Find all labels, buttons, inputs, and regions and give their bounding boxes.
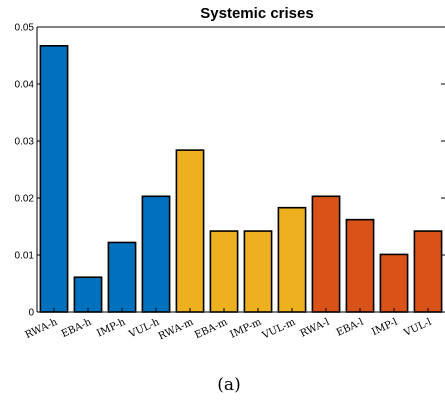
y-tick-label: 0.01 — [15, 251, 35, 262]
bar-vul-m — [277, 206, 307, 313]
y-tick-labels: 0 0.01 0.02 0.03 0.04 0.05 — [15, 23, 35, 319]
y-tick-label: 0.03 — [15, 137, 35, 148]
figure-caption: (a) — [217, 375, 240, 395]
x-tick-label-vul-h: VUL-h — [127, 317, 162, 341]
bar-eba-l — [345, 218, 375, 313]
bar-eba-h — [73, 276, 103, 313]
x-tick-label-eba-h: EBA-h — [60, 317, 94, 341]
x-tick-label-rwa-l: RWA-l — [299, 317, 332, 340]
bar-vul-h — [141, 195, 171, 313]
x-tick-label-vul-l: VUL-l — [402, 317, 434, 340]
x-tick-label-imp-m: IMP-m — [228, 317, 263, 341]
bars-layer — [39, 45, 443, 313]
y-tick-label: 0.05 — [15, 23, 35, 34]
x-tick-label-imp-h: IMP-h — [95, 317, 128, 340]
bar-rwa-m — [175, 149, 205, 313]
y-tick-label: 0.04 — [15, 80, 35, 91]
chart-title: Systemic crises — [200, 5, 313, 22]
y-tick-label: 0 — [28, 308, 34, 319]
x-tick-label-rwa-m: RWA-m — [157, 317, 196, 343]
y-tick-label: 0.02 — [15, 194, 35, 205]
x-tick-label-imp-l: IMP-l — [370, 317, 399, 338]
bar-rwa-l — [311, 195, 341, 313]
x-tick-label-vul-m: VUL-m — [260, 317, 298, 342]
x-tick-label-eba-m: EBA-m — [193, 317, 230, 342]
bar-vul-l — [413, 230, 443, 313]
bar-eba-m — [209, 230, 239, 313]
bar-imp-h — [107, 241, 137, 313]
bar-imp-l — [379, 253, 409, 313]
x-tick-label-eba-l: EBA-l — [335, 317, 365, 339]
x-tick-label-rwa-h: RWA-h — [24, 317, 60, 342]
axes-layer — [36, 26, 445, 313]
bar-rwa-h — [39, 45, 69, 313]
bar-imp-m — [243, 230, 273, 313]
